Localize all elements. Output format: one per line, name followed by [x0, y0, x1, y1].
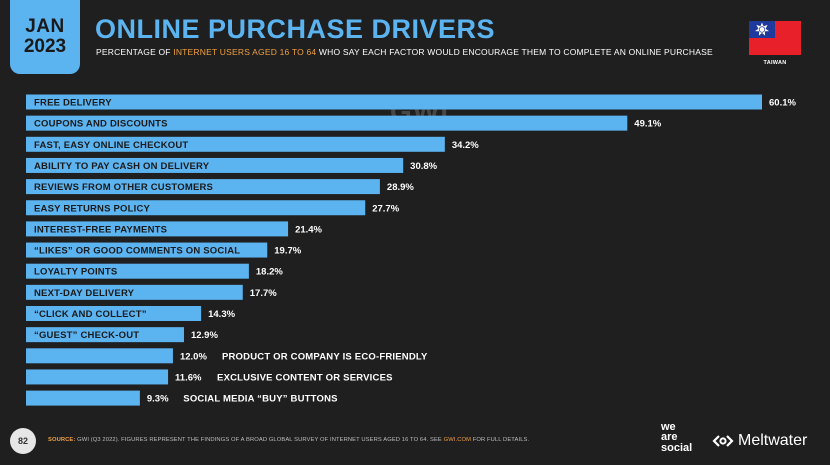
- bar-value-10: 14.3%: [208, 309, 235, 320]
- bar-1: [26, 115, 628, 131]
- meltwater-mark-icon: [712, 435, 734, 447]
- bar-value-6: 21.4%: [295, 224, 322, 235]
- bar-value-14: 9.3%: [147, 394, 169, 405]
- bar-label-10: “CLICK AND COLLECT”: [34, 309, 147, 320]
- bar-3: [26, 157, 404, 173]
- bar-value-0: 60.1%: [769, 98, 796, 109]
- date-badge: JAN 2023: [10, 0, 80, 74]
- bar-label-13: EXCLUSIVE CONTENT OR SERVICES: [217, 372, 393, 383]
- bar-value-2: 34.2%: [452, 140, 479, 151]
- brand-line-1: we: [661, 421, 676, 433]
- date-year: 2023: [23, 36, 67, 57]
- bar-value-1: 49.1%: [634, 119, 661, 130]
- bar-value-7: 19.7%: [274, 246, 301, 257]
- bar-5: [26, 200, 366, 216]
- bar-label-3: ABILITY TO PAY CASH ON DELIVERY: [34, 161, 210, 172]
- page-number: 82: [10, 428, 36, 454]
- subtitle-highlight: INTERNET USERS AGED 16 TO 64: [173, 47, 317, 57]
- bar-label-1: COUPONS AND DISCOUNTS: [34, 119, 168, 130]
- taiwan-flag-icon: [749, 21, 801, 55]
- bar-13: [26, 369, 169, 385]
- source-note: SOURCE: GWI (Q3 2022). FIGURES REPRESENT…: [48, 437, 529, 443]
- bar-8: [26, 263, 249, 279]
- bar-label-6: INTEREST-FREE PAYMENTS: [34, 224, 167, 235]
- source-text: GWI (Q3 2022). FIGURES REPRESENT THE FIN…: [75, 437, 444, 443]
- page-title: ONLINE PURCHASE DRIVERS: [95, 14, 496, 44]
- bar-0: [26, 94, 762, 110]
- country-label: TAIWAN: [763, 60, 787, 66]
- bar-11: [26, 327, 184, 343]
- bar-label-7: “LIKES” OR GOOD COMMENTS ON SOCIAL: [34, 246, 240, 257]
- brand-line-2: are: [661, 431, 678, 444]
- bar-label-4: REVIEWS FROM OTHER CUSTOMERS: [34, 182, 213, 193]
- bar-6: [26, 221, 289, 237]
- bar-value-5: 27.7%: [372, 203, 399, 214]
- bar-label-12: PRODUCT OR COMPANY IS ECO-FRIENDLY: [222, 351, 428, 362]
- bar-value-13: 11.6%: [175, 372, 202, 383]
- source-end: FOR FULL DETAILS.: [471, 437, 530, 443]
- bar-label-11: “GUEST” CHECK-OUT: [34, 330, 139, 341]
- source-link[interactable]: GWI.COM: [443, 437, 472, 443]
- bar-10: [26, 306, 202, 321]
- bar-label-2: FAST, EASY ONLINE CHECKOUT: [34, 140, 188, 151]
- bar-value-4: 28.9%: [387, 182, 414, 193]
- bar-14: [26, 390, 140, 406]
- meltwater-logo: Meltwater: [712, 432, 807, 450]
- bar-value-8: 18.2%: [256, 267, 283, 278]
- we-are-social-logo: we are social: [661, 421, 693, 454]
- bar-value-3: 30.8%: [410, 161, 437, 172]
- page-subtitle: PERCENTAGE OF INTERNET USERS AGED 16 TO …: [96, 47, 713, 57]
- bar-value-11: 12.9%: [191, 330, 218, 341]
- bar-label-0: FREE DELIVERY: [34, 98, 112, 109]
- bar-value-12: 12.0%: [180, 351, 207, 362]
- subtitle-post: WHO SAY EACH FACTOR WOULD ENCOURAGE THEM…: [316, 47, 713, 57]
- bar-2: [26, 136, 445, 152]
- bar-7: [26, 242, 268, 258]
- source-label: SOURCE:: [48, 437, 76, 443]
- bar-4: [26, 179, 380, 195]
- bar-value-9: 17.7%: [250, 288, 277, 299]
- bar-label-8: LOYALTY POINTS: [34, 267, 117, 278]
- partner-name: Meltwater: [738, 432, 808, 449]
- bar-9: [26, 284, 243, 300]
- bar-label-14: SOCIAL MEDIA “BUY” BUTTONS: [183, 394, 337, 405]
- bar-12: [26, 348, 173, 364]
- date-month: JAN: [25, 16, 65, 38]
- bar-label-5: EASY RETURNS POLICY: [34, 203, 151, 214]
- subtitle-pre: PERCENTAGE OF: [96, 47, 174, 57]
- bar-label-9: NEXT-DAY DELIVERY: [34, 288, 135, 299]
- brand-line-3: social: [661, 441, 693, 454]
